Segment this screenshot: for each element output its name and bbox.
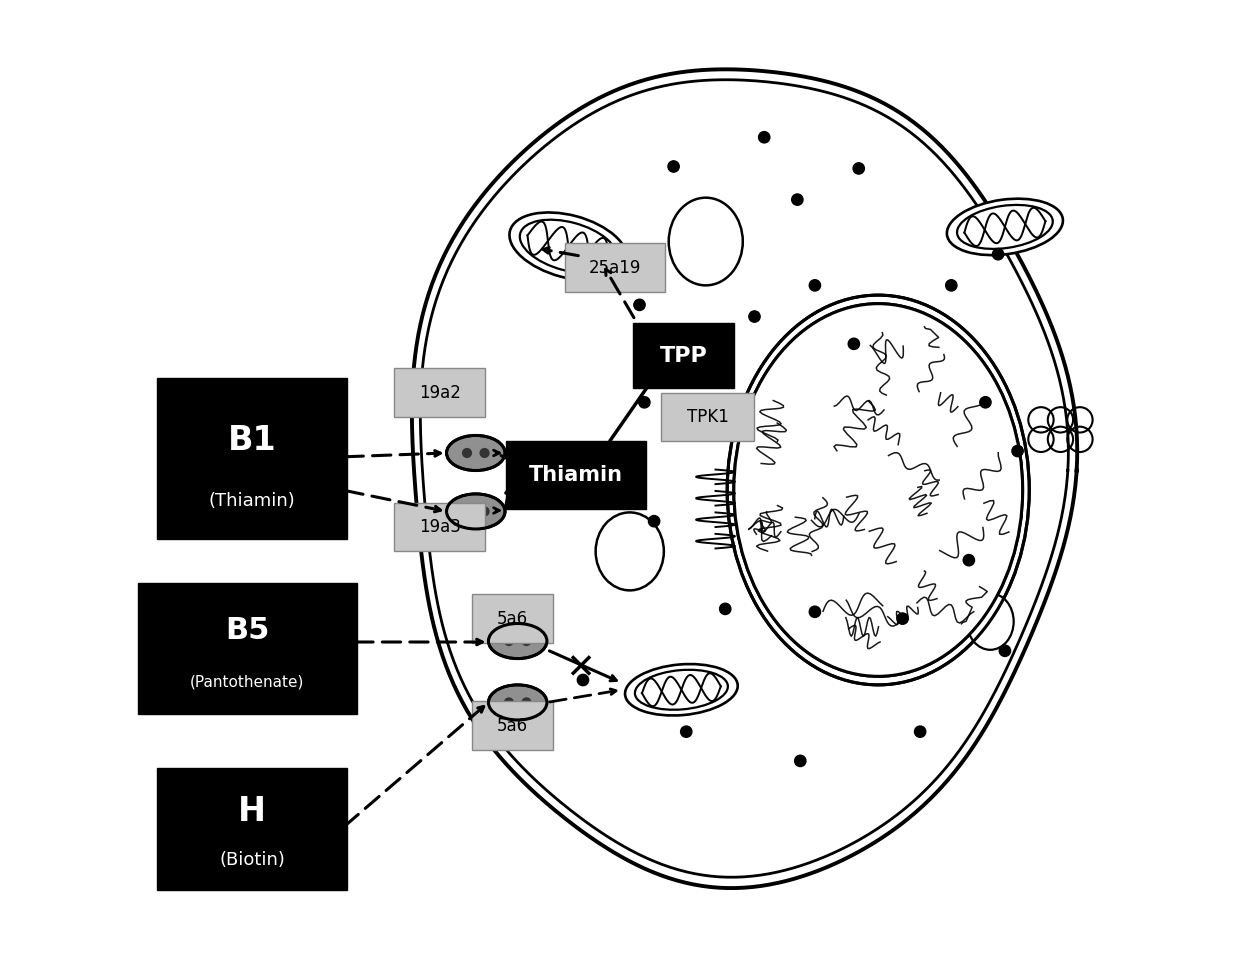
FancyBboxPatch shape: [565, 243, 666, 292]
Text: (Thiamin): (Thiamin): [208, 492, 295, 510]
Circle shape: [522, 698, 531, 707]
Circle shape: [810, 279, 821, 291]
Circle shape: [649, 515, 660, 527]
Circle shape: [578, 674, 589, 686]
Circle shape: [1012, 445, 1023, 457]
Text: (Biotin): (Biotin): [219, 851, 285, 869]
Circle shape: [749, 311, 760, 322]
Ellipse shape: [510, 213, 627, 280]
Circle shape: [505, 698, 513, 707]
Circle shape: [463, 449, 471, 458]
Circle shape: [522, 637, 531, 646]
Circle shape: [795, 756, 806, 766]
Text: H: H: [238, 796, 267, 828]
Circle shape: [791, 194, 804, 205]
Text: 5a6: 5a6: [497, 610, 528, 627]
Circle shape: [853, 163, 864, 174]
Ellipse shape: [446, 435, 505, 470]
FancyBboxPatch shape: [634, 323, 734, 388]
Circle shape: [719, 604, 730, 614]
Circle shape: [639, 397, 650, 408]
Ellipse shape: [489, 685, 547, 720]
Circle shape: [759, 131, 770, 143]
Text: 25a19: 25a19: [589, 259, 641, 276]
Text: Thiamin: Thiamin: [529, 466, 624, 485]
Circle shape: [505, 637, 513, 646]
Circle shape: [463, 507, 471, 515]
Circle shape: [963, 555, 975, 565]
Ellipse shape: [734, 304, 1023, 676]
Circle shape: [992, 249, 1003, 260]
Circle shape: [480, 449, 489, 458]
FancyBboxPatch shape: [661, 393, 754, 441]
Ellipse shape: [489, 623, 547, 659]
FancyBboxPatch shape: [394, 368, 485, 416]
Ellipse shape: [734, 304, 1023, 676]
Text: 19a2: 19a2: [419, 383, 461, 402]
Circle shape: [724, 426, 735, 437]
Circle shape: [946, 279, 957, 291]
Text: B5: B5: [226, 615, 269, 645]
Circle shape: [810, 607, 821, 617]
Circle shape: [999, 645, 1011, 657]
Text: 19a3: 19a3: [419, 518, 461, 536]
Text: TPK1: TPK1: [687, 408, 729, 426]
Ellipse shape: [625, 664, 738, 715]
Circle shape: [480, 507, 489, 515]
Circle shape: [681, 726, 692, 737]
FancyBboxPatch shape: [138, 582, 357, 714]
Text: TPP: TPP: [660, 346, 707, 366]
Ellipse shape: [947, 199, 1063, 255]
Ellipse shape: [446, 494, 505, 529]
Circle shape: [897, 612, 908, 624]
Circle shape: [980, 397, 991, 408]
FancyBboxPatch shape: [506, 441, 646, 510]
Ellipse shape: [967, 593, 1013, 650]
Ellipse shape: [668, 198, 743, 285]
Ellipse shape: [595, 513, 663, 590]
Circle shape: [668, 161, 680, 172]
Text: 5a6: 5a6: [497, 716, 528, 735]
FancyBboxPatch shape: [472, 702, 553, 750]
FancyBboxPatch shape: [157, 378, 347, 539]
FancyBboxPatch shape: [472, 594, 553, 643]
Text: (Pantothenate): (Pantothenate): [190, 675, 305, 690]
Polygon shape: [412, 70, 1078, 888]
Circle shape: [914, 726, 926, 737]
Text: B1: B1: [228, 423, 277, 457]
FancyBboxPatch shape: [157, 767, 347, 890]
FancyBboxPatch shape: [394, 503, 485, 552]
Circle shape: [848, 338, 859, 350]
Circle shape: [634, 299, 645, 311]
